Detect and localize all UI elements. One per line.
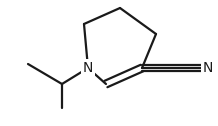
Text: N: N — [203, 61, 213, 75]
Text: N: N — [83, 61, 93, 75]
